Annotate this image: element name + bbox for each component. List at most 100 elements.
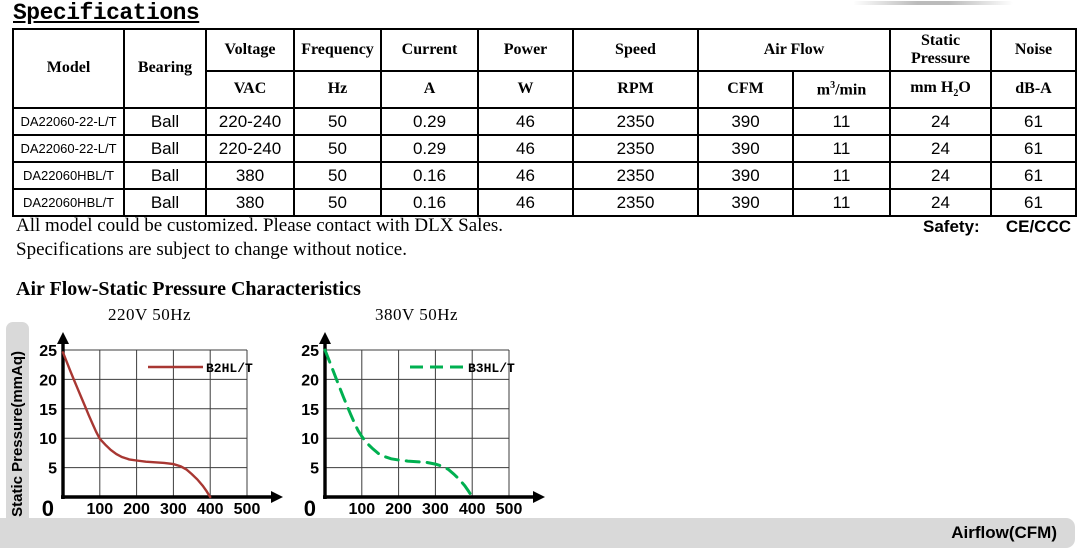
table-cell: 24 xyxy=(889,188,992,217)
series-curve xyxy=(323,348,474,499)
x-tick-label: 100 xyxy=(86,501,113,518)
section-title: Air Flow-Static Pressure Characteristics xyxy=(16,278,361,300)
table-cell: Ball xyxy=(123,134,207,163)
col-header-current: Current xyxy=(380,28,479,72)
table-cell: 0.16 xyxy=(380,161,479,190)
y-axis-title-bar: Static Pressure(mmAq) xyxy=(6,322,29,545)
x-tick-label: 200 xyxy=(385,501,412,518)
table-cell: DA22060HBL/T xyxy=(12,188,125,217)
x-tick-label: 400 xyxy=(459,501,486,518)
unit-frequency: Hz xyxy=(293,70,382,109)
unit-current: A xyxy=(380,70,479,109)
spec-table: Model Bearing Voltage Frequency Current … xyxy=(12,28,1077,217)
table-cell: 11 xyxy=(792,107,891,136)
y-tick-label: 25 xyxy=(39,343,57,360)
legend-label: B2HL/T xyxy=(206,361,253,376)
y-axis-arrow xyxy=(319,332,331,344)
page-top-artifact xyxy=(853,1,1013,5)
table-cell: 11 xyxy=(792,134,891,163)
table-cell: 0.29 xyxy=(380,134,479,163)
table-cell: Ball xyxy=(123,107,207,136)
safety-value: CE/CCC xyxy=(1005,217,1071,236)
table-row: DA22060HBL/T Ball 380 50 0.16 46 2350 390 11 24 61 xyxy=(12,188,1077,217)
note-customization: All model could be customized. Please co… xyxy=(16,215,504,236)
table-cell: 390 xyxy=(697,188,794,217)
table-cell: 24 xyxy=(889,107,992,136)
table-cell: 390 xyxy=(697,134,794,163)
col-header-noise: Noise xyxy=(990,28,1077,72)
unit-airflow-m3: m3/min xyxy=(792,70,891,109)
unit-airflow-cfm: CFM xyxy=(697,70,794,109)
table-cell: 46 xyxy=(477,107,574,136)
table-cell: 0.16 xyxy=(380,188,479,217)
table-cell: 61 xyxy=(990,188,1077,217)
col-header-power: Power xyxy=(477,28,574,72)
col-header-speed: Speed xyxy=(572,28,699,72)
x-tick-label: 500 xyxy=(496,501,523,518)
col-header-static-pressure: Static Pressure xyxy=(889,28,992,72)
table-cell: 2350 xyxy=(572,107,699,136)
table-cell: 46 xyxy=(477,134,574,163)
origin-label: 0 xyxy=(304,496,316,521)
table-cell: 50 xyxy=(293,161,382,190)
table-cell: 380 xyxy=(205,188,295,217)
table-cell: 46 xyxy=(477,161,574,190)
origin-label: 0 xyxy=(42,496,54,521)
table-cell: 220-240 xyxy=(205,134,295,163)
table-cell: 24 xyxy=(889,161,992,190)
unit-static-pressure: mm H2O xyxy=(889,70,992,109)
y-tick-label: 10 xyxy=(39,431,57,448)
y-tick-label: 15 xyxy=(39,402,57,419)
series-curve xyxy=(61,351,212,499)
y-tick-label: 25 xyxy=(301,343,319,360)
table-cell: 220-240 xyxy=(205,107,295,136)
table-cell: DA22060-22-L/T xyxy=(12,134,125,163)
y-tick-label: 10 xyxy=(301,431,319,448)
col-header-model: Model xyxy=(12,28,125,109)
table-cell: 61 xyxy=(990,161,1077,190)
page-title: Specifications xyxy=(13,0,200,26)
x-tick-label: 400 xyxy=(197,501,224,518)
airflow-pressure-chart-380v: B3HL/T 5 10 15 20 25 100 200 300 400 500 0 xyxy=(301,332,545,521)
x-axis-title: Airflow(CFM) xyxy=(951,523,1057,542)
legend-label: B3HL/T xyxy=(468,361,515,376)
table-cell: 11 xyxy=(792,161,891,190)
x-axis-arrow xyxy=(271,491,283,503)
note-change-without-notice: Specifications are subject to change wit… xyxy=(16,239,407,260)
table-cell: Ball xyxy=(123,161,207,190)
table-cell: Ball xyxy=(123,188,207,217)
table-cell: 61 xyxy=(990,134,1077,163)
x-tick-label: 200 xyxy=(123,501,150,518)
y-axis-arrow xyxy=(57,332,69,344)
table-cell: 390 xyxy=(697,161,794,190)
col-header-frequency: Frequency xyxy=(293,28,382,72)
table-cell: 11 xyxy=(792,188,891,217)
table-cell: 380 xyxy=(205,161,295,190)
airflow-pressure-chart-220v: B2HL/T 5 10 15 20 25 100 200 300 400 500 0 xyxy=(39,332,283,521)
table-cell: 61 xyxy=(990,107,1077,136)
col-header-voltage: Voltage xyxy=(205,28,295,72)
table-row: DA22060-22-L/T Ball 220-240 50 0.29 46 2350 390… xyxy=(12,134,1077,163)
table-cell: 50 xyxy=(293,107,382,136)
y-axis-title: Static Pressure(mmAq) xyxy=(9,350,26,517)
x-axis-title-bar: Airflow(CFM) xyxy=(0,518,1075,548)
y-tick-label: 5 xyxy=(48,461,57,478)
x-tick-label: 300 xyxy=(422,501,449,518)
x-tick-label: 100 xyxy=(348,501,375,518)
x-tick-label: 500 xyxy=(234,501,261,518)
table-cell: 24 xyxy=(889,134,992,163)
table-cell: 2350 xyxy=(572,134,699,163)
table-cell: 46 xyxy=(477,188,574,217)
table-cell: 2350 xyxy=(572,161,699,190)
table-row: DA22060HBL/T Ball 380 50 0.16 46 2350 390 11 24 61 xyxy=(12,161,1077,190)
safety-label: Safety: xyxy=(923,217,980,236)
table-cell: 2350 xyxy=(572,188,699,217)
x-axis-arrow xyxy=(533,491,545,503)
col-header-airflow: Air Flow xyxy=(697,28,891,72)
y-tick-label: 20 xyxy=(39,372,57,389)
x-tick-label: 300 xyxy=(160,501,187,518)
unit-noise: dB-A xyxy=(990,70,1077,109)
y-tick-label: 20 xyxy=(301,372,319,389)
col-header-bearing: Bearing xyxy=(123,28,207,109)
table-cell: 50 xyxy=(293,134,382,163)
